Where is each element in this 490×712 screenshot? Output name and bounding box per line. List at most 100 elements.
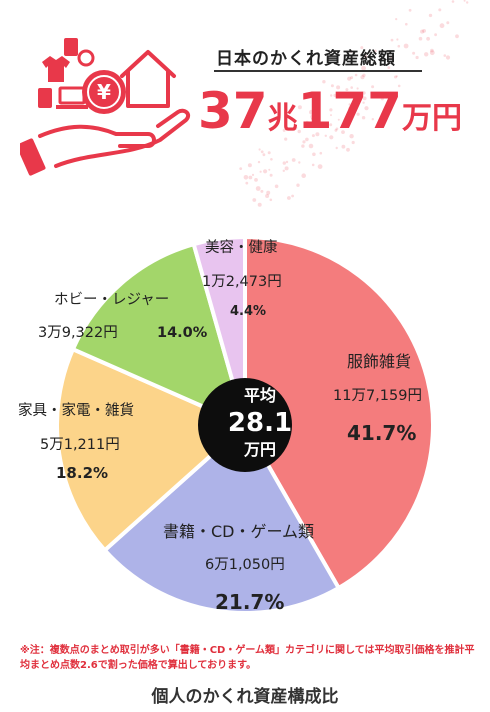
map-dot	[439, 23, 445, 29]
map-dot	[380, 97, 384, 101]
map-dot	[317, 164, 323, 170]
map-dot	[347, 76, 352, 81]
map-dot	[260, 150, 264, 154]
footer-title: 個人のかくれ資産構成比	[151, 687, 339, 707]
slice-percent-hobby: 14.0%	[157, 325, 208, 341]
map-dot	[356, 112, 360, 116]
total-unit-2: 万円	[401, 101, 462, 136]
slice-label-clothing: 服飾雑貨	[347, 352, 412, 371]
map-dot	[374, 49, 377, 53]
map-dot	[361, 116, 366, 120]
map-dot	[363, 54, 368, 59]
map-dot	[463, 0, 466, 2]
map-dot	[428, 13, 433, 18]
map-dot	[293, 125, 298, 131]
map-dot	[330, 84, 334, 88]
map-dot	[371, 118, 374, 121]
map-dot	[291, 194, 294, 198]
map-dot	[351, 140, 355, 145]
map-dot	[418, 36, 423, 41]
center-unit-average: 万円	[243, 440, 276, 459]
map-dot	[364, 106, 369, 111]
map-dot	[297, 129, 301, 134]
map-dot	[258, 148, 261, 151]
map-dot	[420, 29, 425, 34]
map-dot	[282, 128, 286, 132]
slice-amount-furniture: 5万1,211円	[40, 437, 120, 453]
map-dot	[330, 94, 333, 97]
total-unit-1: 兆	[267, 101, 298, 136]
slice-percent-clothing: 41.7%	[347, 421, 417, 445]
map-dot	[284, 166, 289, 171]
footnote: ※注：複数点のまとめ取引が多い「書籍・CD・ゲーム類」カテゴリに関しては平均取引…	[20, 645, 475, 671]
map-dot	[265, 194, 270, 198]
map-dot	[282, 161, 286, 165]
map-dot	[390, 55, 394, 59]
map-dot	[333, 93, 337, 98]
map-dot	[297, 105, 302, 110]
total-number-1: 37	[198, 82, 268, 140]
map-dot	[349, 104, 354, 110]
map-dot	[362, 101, 365, 104]
map-dot	[347, 106, 353, 111]
map-dot	[298, 161, 301, 164]
map-dot	[335, 127, 339, 131]
map-dot	[308, 143, 314, 149]
map-dot	[336, 85, 341, 90]
map-dot	[361, 65, 366, 71]
map-dot	[282, 169, 285, 172]
map-dot	[390, 38, 394, 42]
map-dot	[396, 38, 399, 41]
center-value-average: 28.1	[227, 408, 293, 438]
map-dot	[429, 50, 435, 56]
map-dot	[309, 109, 314, 115]
map-dot	[335, 146, 338, 150]
map-dot	[322, 80, 326, 84]
map-dot	[305, 137, 309, 142]
map-dot	[387, 66, 391, 69]
total-number-2: 177	[297, 82, 402, 140]
map-dot	[287, 196, 291, 200]
slice-amount-beauty: 1万2,473円	[202, 274, 282, 290]
map-dot	[395, 75, 398, 78]
map-dot	[350, 86, 354, 89]
map-dot	[350, 76, 354, 80]
slice-amount-hobby: 3万9,322円	[38, 325, 118, 341]
headline-underline	[214, 70, 422, 72]
map-dot	[291, 158, 296, 162]
map-dot	[348, 103, 351, 106]
map-dot	[315, 132, 320, 137]
slice-percent-furniture: 18.2%	[56, 464, 109, 482]
map-dot	[350, 50, 353, 53]
map-dot	[310, 114, 315, 120]
map-dot	[266, 190, 271, 195]
map-dot	[424, 52, 429, 57]
map-dot	[362, 91, 366, 95]
slice-amount-clothing: 11万7,159円	[333, 388, 422, 404]
map-dot	[341, 130, 345, 135]
map-dot	[395, 18, 398, 21]
map-dot	[302, 140, 306, 144]
map-dot	[270, 158, 273, 161]
map-dot	[239, 167, 243, 171]
map-dot	[259, 170, 262, 173]
map-dot	[257, 202, 262, 207]
map-dot	[349, 134, 354, 139]
map-dot	[445, 55, 451, 60]
map-dot	[251, 173, 255, 176]
map-dot	[356, 87, 359, 90]
map-dot	[324, 134, 327, 137]
map-dot	[285, 160, 289, 164]
headline-label: 日本のかくれ資産総額	[216, 49, 396, 69]
map-dot	[355, 103, 359, 107]
map-dot	[397, 84, 401, 88]
map-dot	[269, 173, 273, 177]
map-dot	[446, 21, 450, 25]
map-dot	[466, 1, 469, 4]
center-disc	[198, 378, 292, 472]
map-dot	[455, 34, 459, 39]
map-dot	[305, 120, 309, 124]
map-dot	[319, 151, 323, 155]
map-dot	[254, 178, 258, 182]
map-dot	[268, 168, 271, 171]
